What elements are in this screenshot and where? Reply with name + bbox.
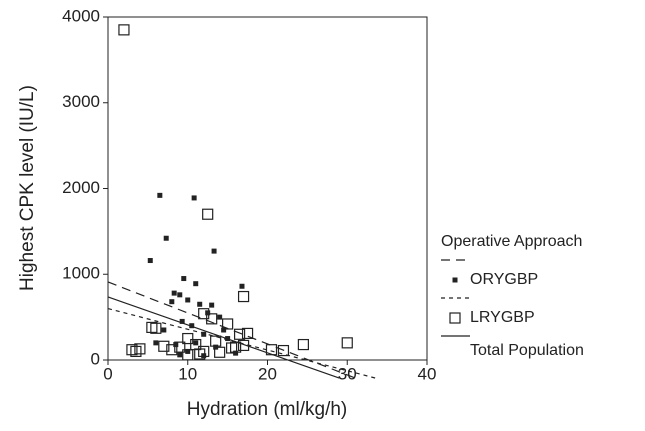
point: [201, 331, 207, 337]
point: [197, 301, 203, 307]
point: [452, 277, 458, 283]
y-tick-label: 3000: [62, 92, 100, 111]
point: [205, 310, 211, 316]
point: [194, 348, 206, 360]
point: [209, 302, 215, 308]
point: [185, 348, 191, 354]
point: [241, 327, 254, 340]
legend-label: LRYGBP: [470, 309, 535, 326]
point: [177, 352, 183, 358]
point: [163, 235, 169, 241]
point: [449, 312, 461, 324]
point: [214, 346, 226, 358]
point: [182, 349, 194, 361]
y-axis-title: Highest CPK level (IU/L): [17, 85, 38, 291]
point: [166, 344, 178, 356]
y-tick-label: 1000: [62, 264, 100, 283]
point: [126, 344, 138, 356]
point: [297, 338, 309, 351]
x-tick-label: 20: [258, 364, 277, 383]
point: [134, 343, 146, 355]
point: [157, 192, 163, 198]
point: [153, 340, 159, 346]
point: [161, 327, 167, 333]
x-tick-label: 40: [418, 364, 437, 383]
point: [146, 321, 158, 334]
x-axis-title: Hydration (ml/kg/h): [187, 399, 348, 420]
point: [201, 353, 207, 359]
legend-label: ORYGBP: [470, 271, 538, 288]
y-tick-label: 4000: [62, 6, 100, 25]
point: [193, 281, 199, 287]
point: [171, 290, 177, 296]
x-tick-label: 0: [103, 364, 112, 383]
point: [158, 340, 170, 352]
point: [198, 345, 210, 358]
point: [210, 335, 222, 347]
point: [182, 332, 194, 345]
legend-label: Total Population: [470, 342, 584, 359]
point: [118, 24, 130, 36]
point: [239, 283, 245, 289]
line: [107, 296, 340, 379]
y-tick-label: 0: [91, 349, 100, 368]
point: [341, 337, 353, 349]
point: [181, 276, 187, 282]
point: [191, 195, 197, 201]
point: [174, 341, 186, 353]
point: [198, 308, 210, 320]
point: [211, 248, 217, 254]
point: [202, 208, 214, 220]
point: [237, 290, 250, 303]
x-tick-label: 10: [178, 364, 197, 383]
point: [179, 318, 185, 324]
legend-title: Operative Approach: [441, 233, 582, 250]
point: [130, 345, 142, 358]
point: [221, 327, 227, 333]
point: [185, 297, 191, 303]
point: [177, 292, 183, 298]
x-tick-label: 30: [338, 364, 357, 383]
point: [217, 314, 223, 320]
point: [193, 340, 199, 346]
point: [222, 318, 234, 330]
point: [147, 258, 153, 264]
point: [226, 342, 238, 354]
point: [169, 299, 175, 305]
point: [150, 322, 162, 334]
plot-frame: [107, 16, 428, 361]
point: [277, 344, 290, 357]
y-tick-label: 2000: [62, 178, 100, 197]
point: [233, 328, 246, 340]
